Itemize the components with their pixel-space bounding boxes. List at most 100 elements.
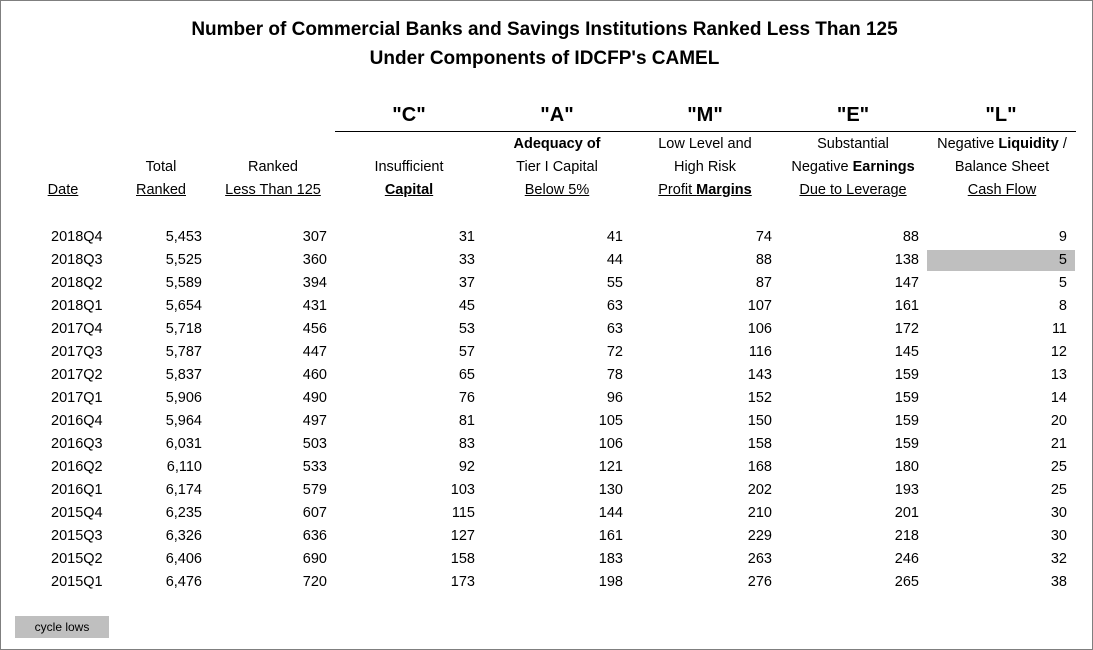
table-row: 2018Q2 5,589 394 37 55 87 147 5 (1, 272, 1093, 295)
cell-total: 6,326 (165, 528, 202, 544)
cell-c: 31 (458, 229, 475, 245)
cell-e: 147 (894, 275, 919, 291)
cell-ranked: 533 (302, 459, 327, 475)
cell-l: 25 (1050, 459, 1067, 475)
cycle-lows-legend: cycle lows (15, 616, 109, 638)
cell-e: 159 (894, 413, 919, 429)
header-c-line1: Insufficient (374, 159, 444, 175)
header-total-line2: Ranked (136, 182, 186, 198)
cell-c: 37 (458, 275, 475, 291)
cell-total: 5,964 (165, 413, 202, 429)
cell-m: 107 (747, 298, 772, 314)
cell-date: 2015Q4 (51, 505, 103, 521)
cell-date: 2018Q3 (51, 252, 103, 268)
cell-e: 201 (894, 505, 919, 521)
cell-a: 121 (598, 459, 623, 475)
header-a-line1: Adequacy of (513, 136, 601, 152)
cell-a: 78 (606, 367, 623, 383)
cell-ranked: 360 (302, 252, 327, 268)
cell-m: 106 (747, 321, 772, 337)
cell-date: 2016Q3 (51, 436, 103, 452)
cell-total: 6,031 (165, 436, 202, 452)
header-ranked-less-than-125: Ranked Less Than 125 (211, 133, 335, 202)
cell-e: 246 (894, 551, 919, 567)
cell-e: 159 (894, 436, 919, 452)
camel-letter-l: "L" (985, 104, 1017, 126)
camel-letter-c: "C" (392, 104, 426, 126)
camel-letter-a: "A" (540, 104, 574, 126)
header-earnings: Substantial Negative Earnings Due to Lev… (783, 133, 923, 202)
table-row: 2017Q2 5,837 460 65 78 143 159 13 (1, 364, 1093, 387)
cell-total: 6,476 (165, 574, 202, 590)
camel-data-table: 2018Q4 5,453 307 31 41 74 88 9 2018Q3 5,525 360 33 4… (1, 226, 1093, 594)
cell-a: 106 (598, 436, 623, 452)
cell-a: 144 (598, 505, 623, 521)
cell-a: 105 (598, 413, 623, 429)
cell-e: 193 (894, 482, 919, 498)
table-row: 2015Q3 6,326 636 127 161 229 218 30 (1, 525, 1093, 548)
cell-m: 276 (747, 574, 772, 590)
cell-ranked: 720 (302, 574, 327, 590)
header-m-line1: Low Level and (658, 136, 752, 152)
cell-c: 103 (450, 482, 475, 498)
table-row: 2015Q2 6,406 690 158 183 263 246 32 (1, 548, 1093, 571)
cell-total: 6,406 (165, 551, 202, 567)
cell-a: 41 (606, 229, 623, 245)
cell-c: 76 (458, 390, 475, 406)
table-row: 2016Q3 6,031 503 83 106 158 159 21 (1, 433, 1093, 456)
header-adequacy: Adequacy of Tier I Capital Below 5% (487, 133, 627, 202)
cell-date: 2018Q1 (51, 298, 103, 314)
cell-date: 2017Q2 (51, 367, 103, 383)
cell-l: 5 (1058, 275, 1067, 291)
cell-m: 229 (747, 528, 772, 544)
cell-c: 92 (458, 459, 475, 475)
cell-total: 6,110 (166, 459, 202, 475)
header-ranked-line2: Less Than 125 (225, 182, 321, 198)
cell-m: 202 (747, 482, 772, 498)
cell-e: 88 (902, 229, 919, 245)
cell-l: 21 (1050, 436, 1067, 452)
cell-ranked: 490 (302, 390, 327, 406)
cell-l: 8 (1058, 298, 1067, 314)
cell-a: 96 (606, 390, 623, 406)
header-date: Date (31, 133, 95, 202)
header-e-line2b: Earnings (852, 159, 915, 175)
cell-c: 65 (458, 367, 475, 383)
report-title: Number of Commercial Banks and Savings I… (1, 15, 1088, 73)
cell-e: 161 (894, 298, 919, 314)
table-row: 2018Q3 5,525 360 33 44 88 138 5 (1, 249, 1093, 272)
table-row: 2017Q4 5,718 456 53 63 106 172 11 (1, 318, 1093, 341)
cell-a: 44 (606, 252, 623, 268)
cell-ranked: 460 (302, 367, 327, 383)
cell-ranked: 607 (302, 505, 327, 521)
cell-m: 263 (747, 551, 772, 567)
cell-ranked: 636 (302, 528, 327, 544)
cell-total: 5,787 (165, 344, 202, 360)
header-liquidity: Negative Liquidity / Balance Sheet Cash … (923, 133, 1081, 202)
cell-e: 172 (894, 321, 919, 337)
header-a-line3: Below 5% (524, 182, 590, 198)
cell-c: 115 (451, 505, 475, 521)
cell-a: 161 (598, 528, 623, 544)
cell-c: 45 (458, 298, 475, 314)
cell-l: 32 (1050, 551, 1067, 567)
camel-letter-e: "E" (836, 104, 870, 126)
cell-a: 72 (606, 344, 623, 360)
cell-e: 218 (894, 528, 919, 544)
header-e-line2a: Negative (791, 159, 853, 175)
cell-l: 11 (1051, 321, 1067, 337)
cell-l: 5 (1058, 252, 1067, 268)
cell-ranked: 394 (302, 275, 327, 291)
cell-l: 20 (1050, 413, 1067, 429)
cell-date: 2018Q2 (51, 275, 103, 291)
title-line-2: Under Components of IDCFP's CAMEL (369, 48, 720, 69)
cell-ranked: 456 (302, 321, 327, 337)
table-row: 2016Q4 5,964 497 81 105 150 159 20 (1, 410, 1093, 433)
cell-date: 2017Q4 (51, 321, 103, 337)
cell-l: 38 (1050, 574, 1067, 590)
cell-m: 168 (747, 459, 772, 475)
header-margins: Low Level and High Risk Profit Margins (635, 133, 775, 202)
cell-total: 6,174 (165, 482, 202, 498)
cell-m: 158 (747, 436, 772, 452)
cell-total: 5,718 (165, 321, 202, 337)
